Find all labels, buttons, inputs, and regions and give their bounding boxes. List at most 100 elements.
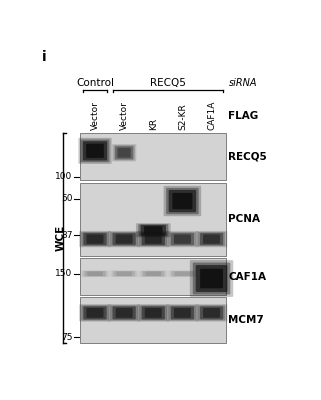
FancyBboxPatch shape (172, 271, 193, 276)
Bar (81, 297, 226, 343)
Text: WCE: WCE (55, 225, 65, 251)
FancyBboxPatch shape (175, 272, 190, 276)
FancyBboxPatch shape (140, 305, 167, 320)
FancyBboxPatch shape (110, 270, 139, 277)
FancyBboxPatch shape (141, 225, 166, 236)
FancyBboxPatch shape (81, 305, 109, 320)
FancyBboxPatch shape (117, 272, 132, 276)
FancyBboxPatch shape (83, 306, 107, 320)
Text: 100: 100 (56, 172, 73, 181)
FancyBboxPatch shape (193, 262, 230, 294)
FancyBboxPatch shape (83, 233, 107, 245)
FancyBboxPatch shape (117, 148, 131, 158)
FancyBboxPatch shape (174, 308, 191, 318)
Bar (81, 258, 226, 295)
Text: 150: 150 (56, 269, 73, 278)
Text: Control: Control (76, 78, 114, 88)
FancyBboxPatch shape (116, 234, 133, 244)
FancyBboxPatch shape (86, 308, 103, 318)
FancyBboxPatch shape (83, 141, 107, 160)
FancyBboxPatch shape (167, 304, 198, 322)
FancyBboxPatch shape (78, 138, 112, 164)
FancyBboxPatch shape (79, 304, 111, 322)
FancyBboxPatch shape (81, 232, 109, 246)
FancyBboxPatch shape (82, 271, 108, 277)
FancyBboxPatch shape (81, 140, 109, 162)
FancyBboxPatch shape (108, 304, 140, 322)
Text: CAF1A: CAF1A (229, 272, 266, 282)
FancyBboxPatch shape (174, 234, 191, 244)
FancyBboxPatch shape (142, 306, 165, 320)
FancyBboxPatch shape (139, 270, 168, 277)
Text: 50: 50 (61, 194, 73, 203)
Bar (81, 133, 226, 180)
FancyBboxPatch shape (171, 306, 194, 320)
FancyBboxPatch shape (145, 234, 162, 244)
FancyBboxPatch shape (167, 231, 198, 247)
FancyBboxPatch shape (142, 233, 165, 245)
FancyBboxPatch shape (140, 232, 167, 246)
Text: Vector: Vector (120, 101, 129, 130)
FancyBboxPatch shape (169, 232, 196, 246)
FancyBboxPatch shape (116, 308, 133, 318)
FancyBboxPatch shape (170, 271, 195, 277)
FancyBboxPatch shape (79, 231, 111, 247)
Text: i: i (42, 50, 46, 64)
Text: siRNA: siRNA (229, 78, 257, 88)
FancyBboxPatch shape (86, 144, 104, 158)
Text: 75: 75 (61, 333, 73, 342)
FancyBboxPatch shape (166, 188, 199, 214)
FancyBboxPatch shape (144, 226, 162, 234)
Text: FLAG: FLAG (229, 111, 259, 121)
FancyBboxPatch shape (196, 304, 227, 322)
FancyBboxPatch shape (115, 146, 133, 159)
Text: RECQ5: RECQ5 (229, 152, 267, 162)
FancyBboxPatch shape (203, 234, 220, 244)
Text: MCM7: MCM7 (229, 315, 264, 325)
Text: 37: 37 (61, 231, 73, 240)
FancyBboxPatch shape (87, 272, 103, 276)
FancyBboxPatch shape (198, 305, 225, 320)
Text: PCNA: PCNA (229, 214, 260, 224)
Bar (81, 183, 226, 256)
Text: KR: KR (149, 118, 158, 130)
FancyBboxPatch shape (112, 271, 137, 277)
Text: RECQ5: RECQ5 (150, 78, 186, 88)
FancyBboxPatch shape (169, 305, 196, 320)
FancyBboxPatch shape (143, 271, 164, 276)
FancyBboxPatch shape (145, 308, 162, 318)
FancyBboxPatch shape (114, 271, 135, 276)
FancyBboxPatch shape (112, 144, 136, 162)
FancyBboxPatch shape (171, 233, 194, 245)
FancyBboxPatch shape (196, 231, 227, 247)
FancyBboxPatch shape (110, 305, 138, 320)
FancyBboxPatch shape (200, 269, 223, 288)
Text: CAF1A: CAF1A (207, 100, 216, 130)
FancyBboxPatch shape (169, 190, 196, 212)
FancyBboxPatch shape (114, 145, 135, 160)
FancyBboxPatch shape (196, 265, 227, 292)
FancyBboxPatch shape (110, 232, 138, 246)
FancyBboxPatch shape (112, 233, 136, 245)
FancyBboxPatch shape (137, 231, 169, 247)
FancyBboxPatch shape (86, 234, 103, 244)
FancyBboxPatch shape (81, 270, 109, 277)
FancyBboxPatch shape (141, 271, 166, 277)
FancyBboxPatch shape (198, 232, 225, 246)
FancyBboxPatch shape (138, 224, 168, 236)
FancyBboxPatch shape (200, 233, 223, 245)
FancyBboxPatch shape (136, 223, 170, 237)
FancyBboxPatch shape (203, 308, 220, 318)
Text: Vector: Vector (91, 101, 100, 130)
FancyBboxPatch shape (84, 271, 106, 276)
FancyBboxPatch shape (145, 272, 161, 276)
FancyBboxPatch shape (112, 306, 136, 320)
FancyBboxPatch shape (137, 304, 169, 322)
FancyBboxPatch shape (172, 193, 192, 209)
FancyBboxPatch shape (190, 260, 233, 297)
FancyBboxPatch shape (164, 186, 201, 216)
FancyBboxPatch shape (200, 306, 223, 320)
FancyBboxPatch shape (108, 231, 140, 247)
FancyBboxPatch shape (168, 270, 197, 277)
Text: S2-KR: S2-KR (178, 103, 187, 130)
